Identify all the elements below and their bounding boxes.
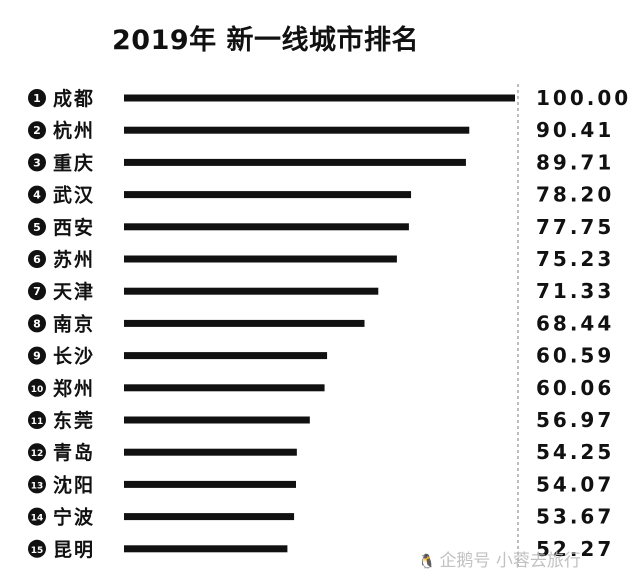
city-label: 成都: [53, 87, 95, 110]
bar: [124, 158, 466, 166]
bar: [124, 545, 288, 553]
rank-number: 6: [33, 253, 41, 266]
city-label: 武汉: [53, 185, 95, 207]
city-label: 青岛: [53, 441, 95, 464]
bar: [124, 126, 470, 134]
rank-badge: [28, 475, 46, 494]
bar: [124, 416, 310, 424]
rank-badge: [28, 89, 46, 107]
bar: [124, 513, 295, 521]
rank-badge: [28, 185, 46, 204]
city-label: 沈阳: [53, 473, 95, 496]
bar: [124, 319, 365, 327]
bar: [124, 287, 379, 295]
city-label: 杭州: [53, 119, 95, 142]
bar: [124, 191, 412, 199]
value-label: 54.25: [536, 440, 614, 464]
value-label: 71.33: [536, 279, 614, 303]
city-label: 东莞: [53, 409, 95, 432]
rank-number: 14: [31, 514, 44, 524]
rank-number: 8: [33, 317, 41, 330]
city-label: 宁波: [53, 506, 95, 529]
bar: [124, 384, 325, 392]
rank-number: 7: [33, 285, 41, 298]
rank-number: 2: [33, 124, 41, 137]
rank-badge: [28, 121, 46, 140]
value-label: 100.00: [536, 86, 631, 110]
city-label: 长沙: [53, 346, 95, 368]
value-label: 52.27: [536, 537, 614, 561]
value-label: 78.20: [536, 183, 614, 207]
value-label: 68.44: [536, 311, 614, 335]
rank-badge: [28, 346, 46, 365]
rank-number: 11: [31, 417, 44, 427]
rank-number: 13: [31, 481, 44, 491]
rank-number: 4: [33, 189, 41, 202]
bar: [124, 448, 297, 456]
rank-number: 10: [31, 385, 44, 395]
city-label: 苏州: [53, 248, 95, 271]
city-label: 南京: [53, 312, 95, 335]
rank-badge: [28, 507, 46, 526]
value-label: 53.67: [536, 505, 614, 529]
rank-badge: [28, 411, 46, 429]
watermark-text: 企鹅号 小蓉去旅行: [439, 551, 581, 571]
value-label: 60.59: [536, 344, 614, 368]
bar: [124, 480, 296, 488]
city-label: 天津: [53, 280, 95, 303]
value-label: 89.71: [536, 150, 614, 174]
value-label: 60.06: [536, 376, 614, 400]
rank-badge: [28, 443, 46, 462]
city-label: 昆明: [53, 539, 95, 561]
bar: [124, 94, 515, 102]
bar: [124, 255, 397, 263]
rank-number: 15: [31, 546, 44, 556]
rank-badge: [28, 314, 46, 333]
rank-badge: [28, 282, 46, 301]
value-label: 90.41: [536, 118, 614, 142]
city-label: 西安: [53, 216, 95, 239]
rank-number: 5: [33, 221, 41, 234]
city-label: 重庆: [53, 151, 95, 174]
value-label: 56.97: [536, 408, 614, 432]
rank-number: 3: [33, 156, 41, 169]
bar: [124, 223, 409, 231]
rank-number: 9: [33, 350, 41, 363]
rank-badge: [28, 217, 46, 236]
penguin-icon: 🐧: [418, 554, 436, 570]
rank-badge: [28, 539, 46, 558]
rank-badge: [28, 378, 46, 397]
chart-title: 2019年 新一线城市排名: [112, 25, 420, 56]
rank-badge: [28, 250, 46, 268]
value-label: 54.07: [536, 472, 614, 496]
rank-number: 12: [31, 449, 44, 459]
bar: [124, 352, 328, 360]
rank-number: 1: [33, 92, 41, 105]
value-label: 75.23: [536, 247, 614, 271]
rank-badge: [28, 153, 46, 172]
city-label: 郑州: [53, 378, 95, 400]
watermark: 🐧 企鹅号 小蓉去旅行: [418, 546, 581, 571]
value-label: 77.75: [536, 215, 614, 239]
